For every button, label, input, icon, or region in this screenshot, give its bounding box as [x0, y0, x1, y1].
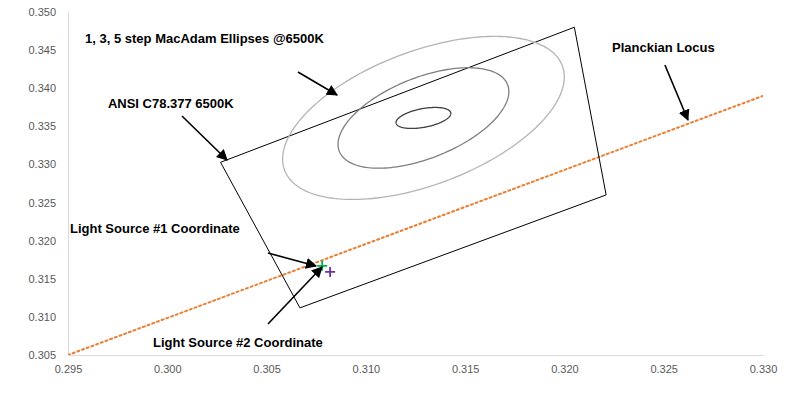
y-tick-label: 0.310	[28, 311, 56, 323]
annotation-arrow	[665, 65, 688, 120]
annotation-arrow	[268, 253, 316, 266]
x-tick-label: 0.310	[353, 363, 381, 375]
x-tick: 0.315	[452, 355, 480, 375]
y-tick-label: 0.315	[28, 273, 56, 285]
y-tick: 0.335	[28, 120, 68, 132]
point	[317, 261, 327, 271]
y-tick-label: 0.325	[28, 197, 56, 209]
annotation-text: Planckian Locus	[612, 40, 715, 55]
x-tick-label: 0.325	[650, 363, 678, 375]
y-tick: 0.310	[28, 311, 68, 323]
y-tick: 0.330	[28, 158, 68, 170]
x-tick-label: 0.305	[253, 363, 281, 375]
annotation-text: Light Source #2 Coordinate	[153, 335, 323, 350]
y-tick: 0.320	[28, 235, 68, 247]
x-tick-label: 0.320	[551, 363, 579, 375]
x-axis-line	[69, 355, 764, 356]
y-axis: 0.305 0.310 0.315 0.320 0.325 0.330 0.335 0.340…	[28, 6, 68, 361]
x-axis: 0.295 0.300 0.305 0.310 0.315 0.320 0.325 0.330	[55, 355, 778, 375]
annotation-text: 1, 3, 5 step MacAdam Ellipses @6500K	[85, 31, 324, 46]
ellipse	[396, 107, 451, 128]
ellipse	[338, 68, 509, 169]
y-tick: 0.350	[28, 6, 68, 18]
x-tick-label: 0.330	[750, 363, 778, 375]
locus-line	[68, 96, 763, 355]
x-tick-label: 0.295	[55, 363, 83, 375]
x-tick: 0.310	[353, 355, 381, 375]
x-tick: 0.300	[154, 355, 182, 375]
annotations: 1, 3, 5 step MacAdam Ellipses @6500K ANSI…	[70, 31, 715, 350]
y-tick-label: 0.345	[28, 44, 56, 56]
annotation-arrow	[182, 116, 227, 160]
y-tick: 0.325	[28, 197, 68, 209]
quadrangle	[221, 27, 606, 307]
chart-svg: 0.295 0.300 0.305 0.310 0.315 0.320 0.325 0.330…	[0, 0, 794, 394]
annotation-text: Light Source #1 Coordinate	[70, 221, 240, 236]
annotation-arrow	[268, 267, 322, 324]
y-tick-label: 0.305	[28, 349, 56, 361]
x-tick: 0.325	[650, 355, 678, 375]
x-tick: 0.320	[551, 355, 579, 375]
x-tick: 0.295	[55, 355, 83, 375]
y-tick-label: 0.330	[28, 158, 56, 170]
page: {"chart_data": { "type": "scatter", "xli…	[0, 0, 794, 394]
y-tick-label: 0.320	[28, 235, 56, 247]
y-tick: 0.315	[28, 273, 68, 285]
y-tick-label: 0.340	[28, 82, 56, 94]
plot-area	[68, 27, 763, 355]
annotation-text: ANSI C78.377 6500K	[108, 96, 234, 111]
point	[325, 267, 335, 277]
y-axis-line	[68, 13, 69, 356]
x-tick-label: 0.315	[452, 363, 480, 375]
y-tick: 0.340	[28, 82, 68, 94]
y-tick: 0.345	[28, 44, 68, 56]
annotation-arrow	[298, 72, 337, 95]
y-tick: 0.305	[28, 349, 68, 361]
y-tick-label: 0.350	[28, 6, 56, 18]
y-tick-label: 0.335	[28, 120, 56, 132]
x-tick: 0.330	[750, 355, 778, 375]
ellipse	[283, 36, 565, 199]
x-tick: 0.305	[253, 355, 281, 375]
chart-container: 0.295 0.300 0.305 0.310 0.315 0.320 0.325 0.330…	[0, 0, 794, 394]
x-tick-label: 0.300	[154, 363, 182, 375]
